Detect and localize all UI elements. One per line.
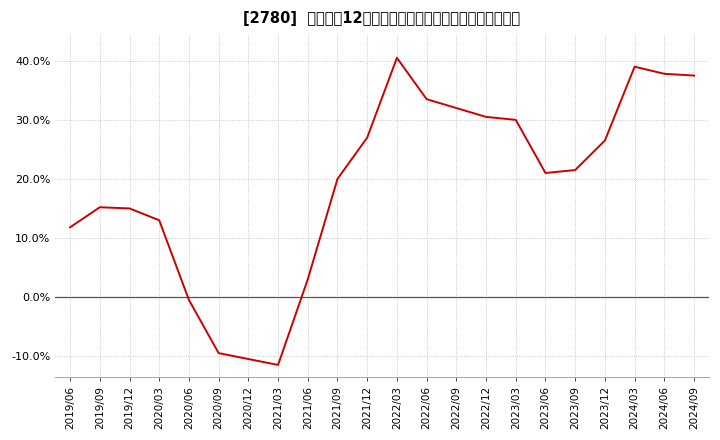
Title: [2780]  売上高の12か月移動合計の対前年同期増減率の推移: [2780] 売上高の12か月移動合計の対前年同期増減率の推移 bbox=[243, 11, 521, 26]
